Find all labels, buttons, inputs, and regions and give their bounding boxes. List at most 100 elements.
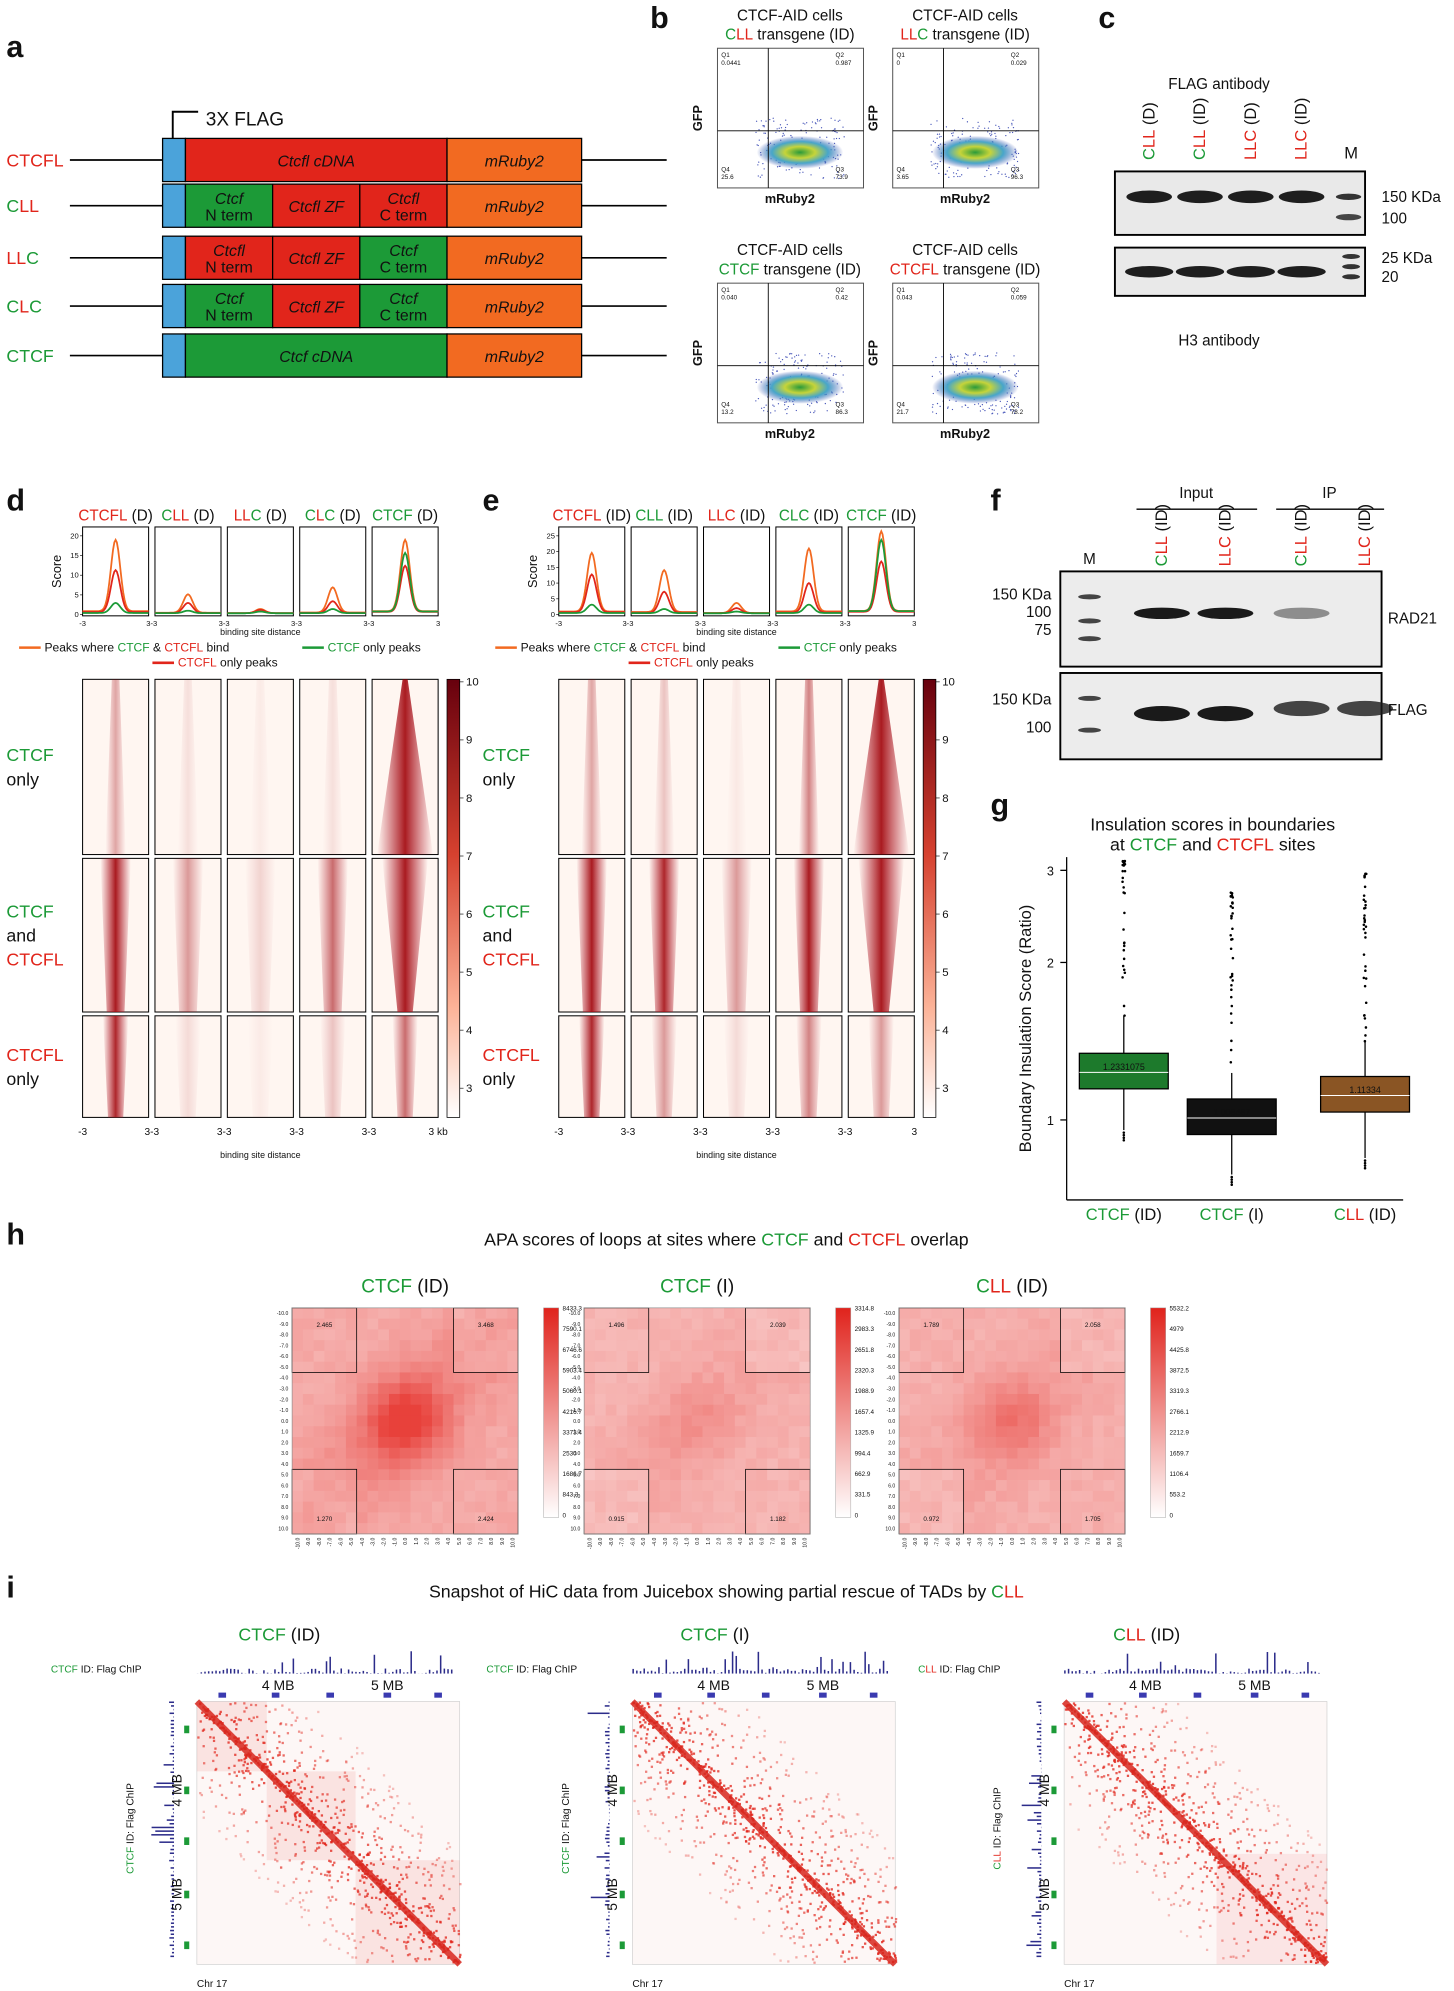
flow-dot: [990, 131, 993, 133]
apa-cell: [421, 1393, 433, 1406]
hic-contact: [702, 1841, 706, 1844]
hic-contact: [335, 1806, 338, 1809]
apa-cell: [496, 1307, 508, 1320]
apa-cell: [1049, 1372, 1061, 1384]
apa-cell: [899, 1404, 911, 1416]
apa-cell: [442, 1415, 454, 1427]
lane-label: CLL (ID): [1293, 504, 1311, 566]
hic-contact: [862, 1898, 866, 1901]
apa-cell: [777, 1469, 790, 1481]
flow-dot: [838, 137, 840, 140]
hic-contact: [745, 1765, 749, 1769]
track-bar: [608, 1811, 610, 1814]
hic-contact: [736, 1836, 739, 1839]
apa-cell: [485, 1404, 497, 1416]
hic-contact: [331, 1864, 335, 1867]
apa-cell: [1006, 1318, 1018, 1330]
apa-cell: [421, 1415, 433, 1427]
hic-contact: [358, 1893, 361, 1896]
hic-contact: [283, 1808, 287, 1811]
hic-contact: [267, 1814, 271, 1817]
hic-contact: [712, 1861, 715, 1865]
track-bar: [171, 1911, 175, 1913]
hic-contact: [276, 1881, 280, 1884]
apa-cell: [345, 1469, 358, 1481]
apa-cell: [584, 1512, 596, 1524]
apa-cell: [432, 1415, 444, 1427]
apa-cell: [627, 1383, 639, 1395]
hic-contact: [310, 1790, 313, 1793]
hic-contact: [779, 1897, 782, 1900]
track-bar: [604, 1789, 610, 1792]
text-piece: CTCF: [483, 745, 531, 765]
apa-cell: [963, 1523, 975, 1535]
flow-dot: [986, 169, 988, 172]
apa-cell: [1071, 1447, 1083, 1459]
hic-contact: [830, 1888, 833, 1891]
outlier: [1122, 941, 1126, 945]
apa-cell: [745, 1512, 757, 1524]
apa-cell: [637, 1372, 650, 1384]
hic-contact: [850, 1849, 853, 1852]
apa-cell: [1038, 1361, 1051, 1373]
hic-contact: [801, 1929, 804, 1932]
hic-contact: [242, 1741, 245, 1744]
apa-cell: [899, 1490, 911, 1502]
apa-cell: [1114, 1307, 1126, 1320]
apa-cell: [356, 1469, 368, 1481]
flag-label: 3X FLAG: [206, 110, 284, 131]
apa-cell: [1082, 1512, 1094, 1524]
hic-contact: [244, 1754, 248, 1758]
hic-contact: [698, 1779, 702, 1783]
apa-cell: [931, 1383, 943, 1395]
hic-contact: [885, 1900, 888, 1903]
hic-contact: [656, 1782, 660, 1785]
apa-cell: [1017, 1447, 1029, 1459]
hic-contact: [848, 1910, 851, 1913]
hic-contact: [305, 1823, 309, 1827]
hic-contact: [333, 1798, 337, 1801]
hic-diagonal: [194, 1699, 462, 1967]
hic-contact: [226, 1827, 229, 1830]
domain-label: Ctcfl ZF: [288, 199, 345, 216]
y-tick-label: -4.0: [280, 1376, 289, 1382]
coordinate-marker: [619, 1725, 625, 1734]
flow-dot: [938, 172, 940, 175]
hic-contact: [404, 1917, 407, 1920]
track-bar: [605, 1800, 610, 1803]
track-bar: [169, 1859, 175, 1862]
column-title: CLL (D): [161, 508, 214, 525]
apa-cell: [453, 1426, 465, 1438]
apa-frame: [291, 1307, 519, 1535]
hic-contact: [801, 1878, 804, 1881]
coordinate-marker: [434, 1692, 442, 1698]
hic-contact: [357, 1830, 361, 1834]
marker-label: 100: [1026, 604, 1051, 621]
track-bar: [606, 1749, 610, 1751]
text-piece: only peaks: [217, 656, 278, 670]
text-piece: LLC: [1293, 130, 1311, 160]
apa-cell: [1028, 1318, 1040, 1330]
hic-contact: [761, 1837, 765, 1840]
apa-cell: [659, 1490, 671, 1502]
hic-contact: [764, 1807, 767, 1810]
hic-contact: [665, 1745, 668, 1749]
apa-cell: [1092, 1318, 1104, 1330]
outlier: [1230, 1183, 1234, 1186]
hic-contact: [828, 1892, 832, 1895]
apa-cell: [292, 1350, 304, 1363]
track-bar: [882, 1660, 885, 1674]
hic-contact: [444, 1936, 448, 1939]
legend-label: CTCFL only peaks: [178, 656, 278, 670]
apa-cell: [485, 1415, 497, 1427]
hic-contact: [841, 1815, 844, 1818]
marker-lane-label: M: [1083, 551, 1096, 568]
apa-cell: [974, 1501, 986, 1513]
hic-contact: [300, 1906, 303, 1909]
apa-cell: [931, 1361, 943, 1373]
marker-lane-label: M: [1344, 145, 1358, 163]
text-piece: LLC: [708, 508, 736, 525]
hic-contact: [809, 1797, 813, 1800]
apa-cell: [702, 1329, 714, 1341]
apa-cell: [713, 1523, 725, 1535]
